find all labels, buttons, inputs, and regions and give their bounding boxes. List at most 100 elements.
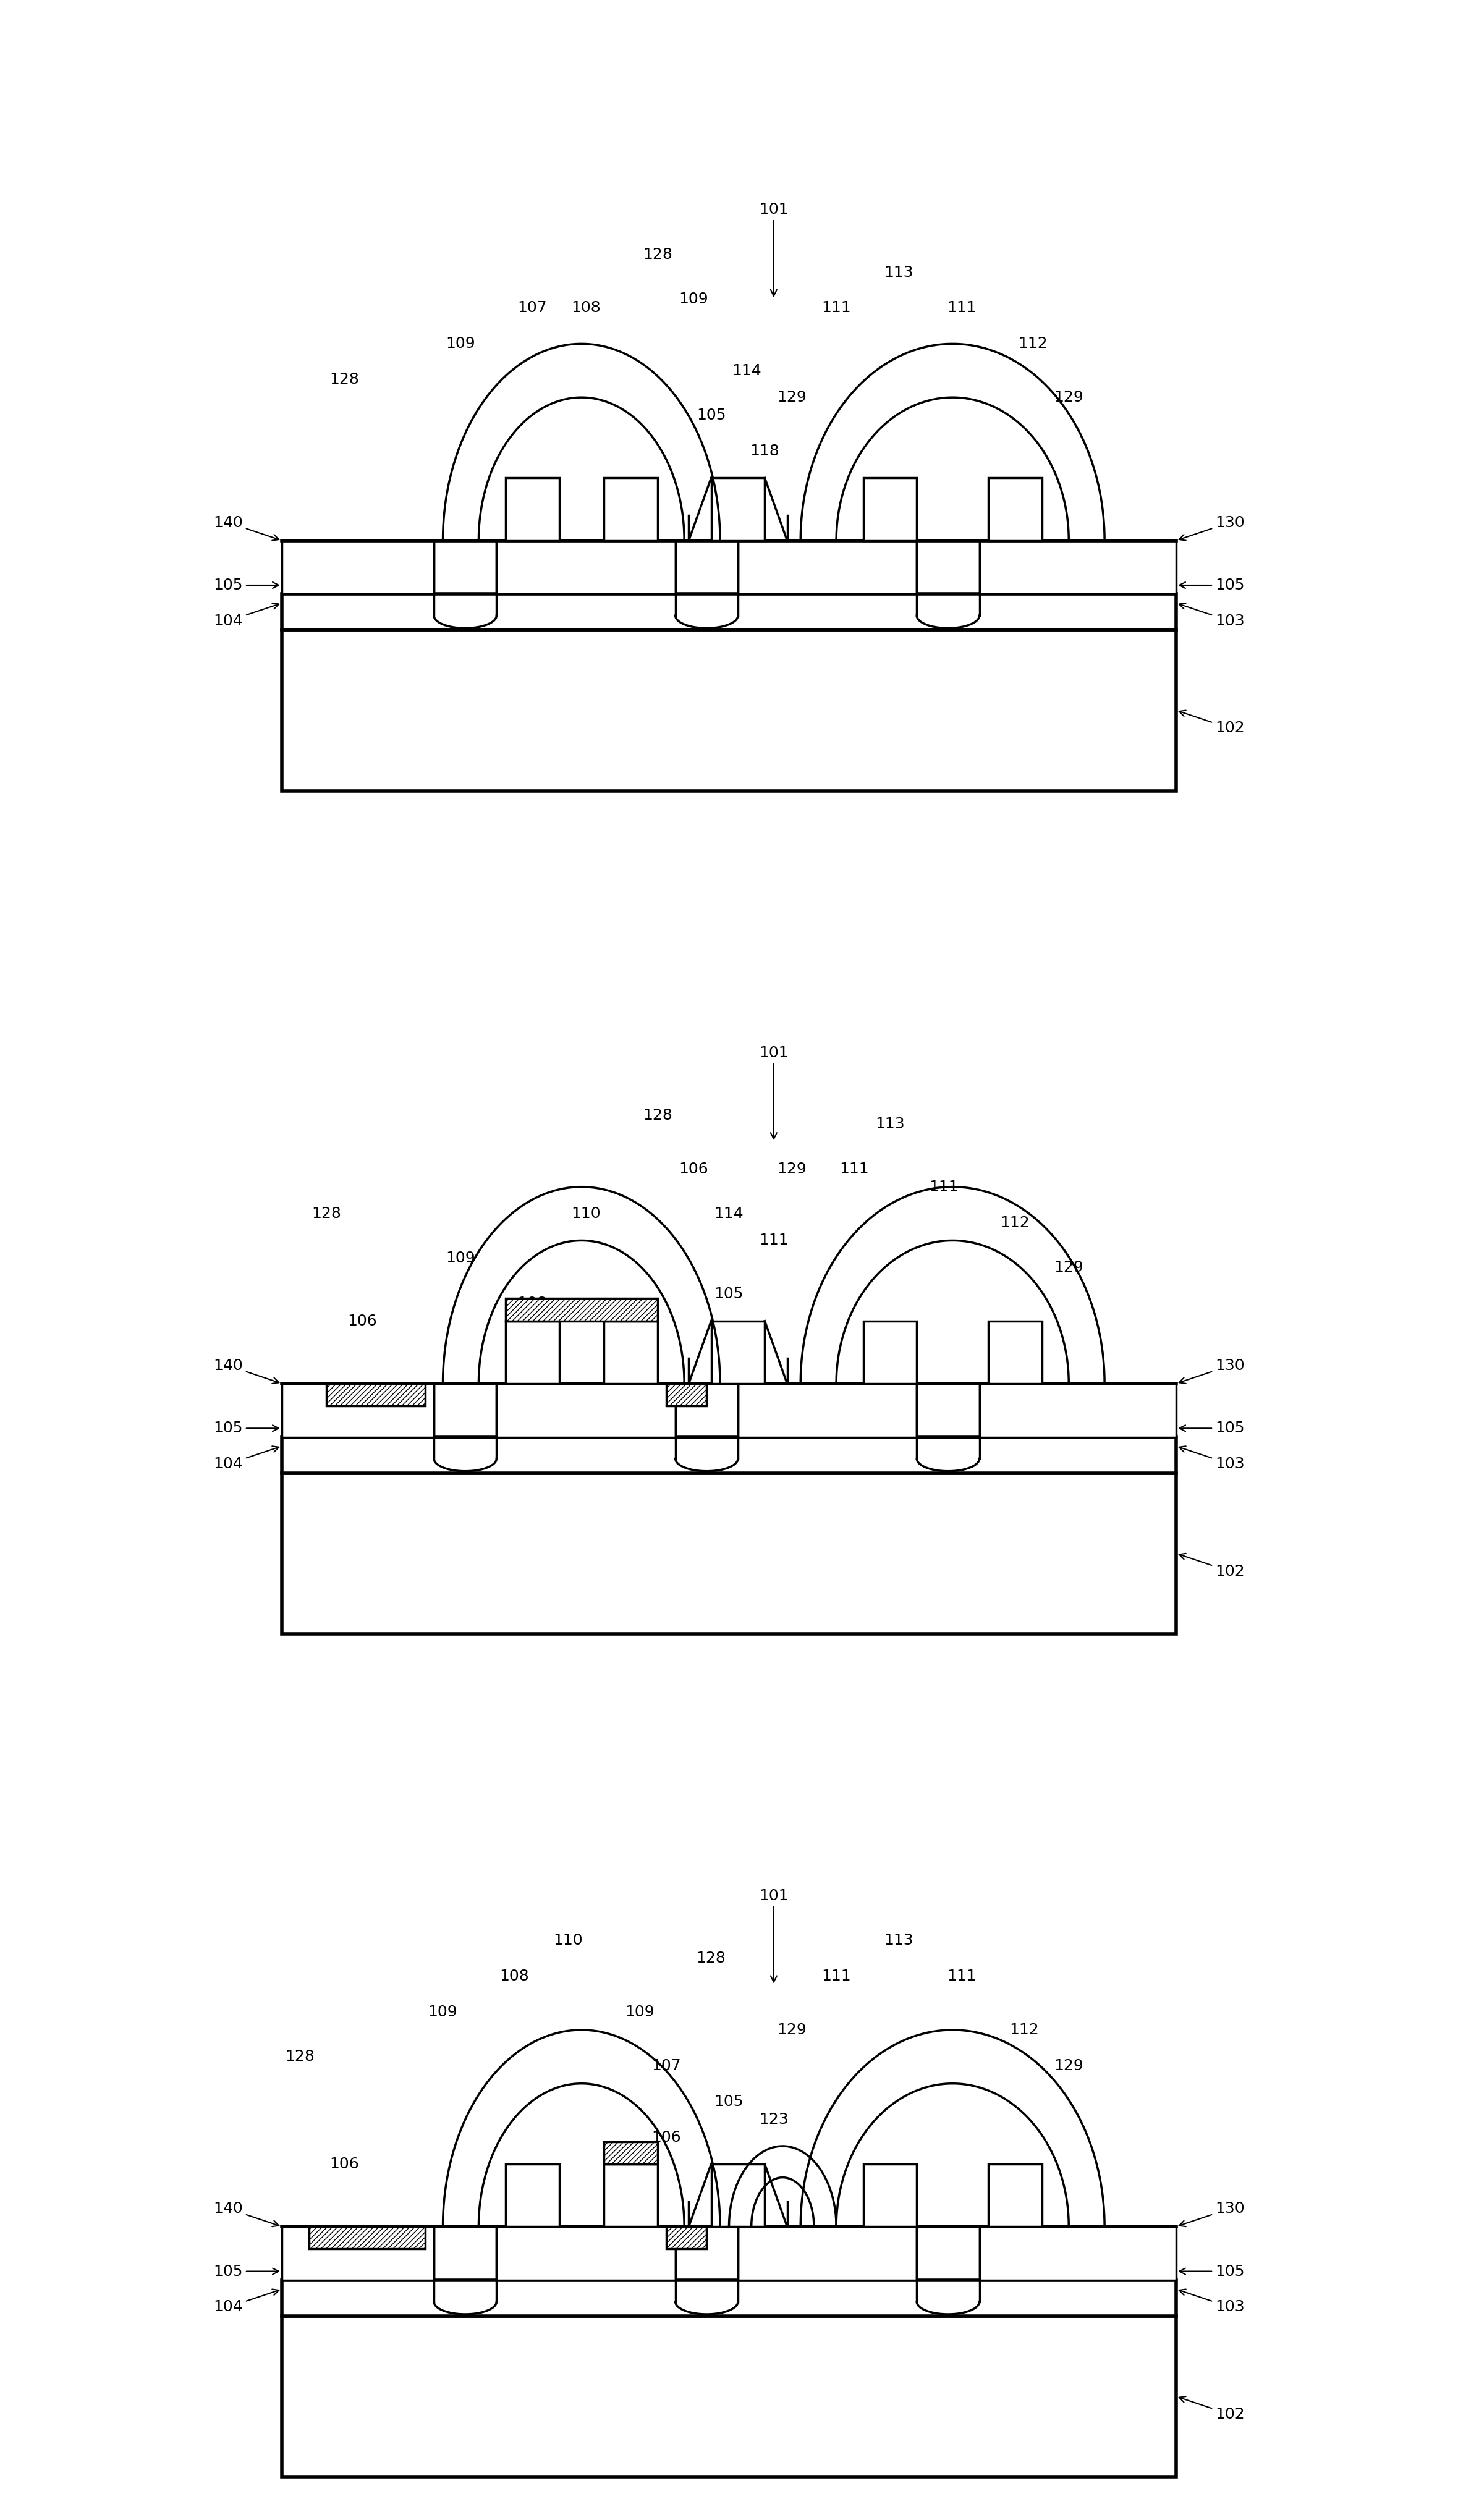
Bar [738,539,917,595]
Text: 105: 105 [1180,577,1245,592]
Bar [712,2165,765,2228]
Bar [281,1474,1177,1633]
Text: 123: 123 [760,2112,789,2127]
Text: 111: 111 [840,1162,869,1177]
Bar [863,1320,917,1383]
Text: 106: 106 [330,2157,359,2172]
Text: 102: 102 [1180,2397,1245,2422]
Text: 129: 129 [1054,391,1083,406]
Text: 109: 109 [625,2003,655,2019]
Text: 111: 111 [929,1179,958,1194]
Text: 128: 128 [312,1207,341,1222]
Bar [281,630,1177,791]
Text: 105: 105 [213,577,278,592]
Text: 111: 111 [946,1968,977,1983]
Bar [281,2281,1177,2316]
Bar [989,2165,1042,2228]
Text: 108: 108 [500,1968,529,1983]
Bar [712,1320,765,1383]
Bar [327,1383,424,1406]
Bar [980,539,1177,595]
Text: 102: 102 [1180,1552,1245,1578]
Bar [309,2228,424,2248]
Text: 105: 105 [714,1288,744,1300]
Bar [497,2228,675,2281]
Text: 140: 140 [213,1358,278,1383]
Bar [712,479,765,539]
Text: 112: 112 [1009,2024,1040,2036]
Text: 130: 130 [1180,2202,1245,2228]
Text: 111: 111 [821,300,851,315]
Text: 103: 103 [1180,602,1245,627]
Text: 109: 109 [446,335,475,350]
Bar [666,2228,707,2248]
Bar [281,1436,1177,1474]
Text: 129: 129 [777,391,806,406]
Text: 105: 105 [213,2263,278,2278]
Text: 101: 101 [760,1887,789,1983]
Text: 130: 130 [1180,1358,1245,1383]
Text: 129: 129 [777,2024,806,2036]
Text: 129: 129 [777,1162,806,1177]
Bar [497,1383,675,1436]
Text: 105: 105 [1180,2263,1245,2278]
Text: 113: 113 [875,1116,904,1131]
Text: 103: 103 [1180,2288,1245,2313]
Bar [506,1320,558,1383]
Text: 128: 128 [697,1950,726,1966]
Text: 128: 128 [643,247,672,262]
Bar [989,479,1042,539]
Bar [604,479,658,539]
Text: 101: 101 [760,1046,789,1139]
Bar [604,2142,658,2165]
Text: 128: 128 [643,1109,672,1124]
Text: 111: 111 [760,1232,789,1247]
Text: 130: 130 [1180,514,1245,539]
Text: 104: 104 [213,2288,278,2313]
Text: 107: 107 [518,300,547,315]
Text: 105: 105 [714,2094,744,2109]
Text: 105: 105 [1180,1421,1245,1436]
Bar [604,1320,658,1383]
Text: 108: 108 [572,300,601,315]
Text: 109: 109 [678,292,709,307]
Text: 110: 110 [572,1207,601,1222]
Text: 128: 128 [284,2049,315,2064]
Bar [281,595,1177,630]
Text: 129: 129 [1054,1260,1083,1275]
Text: 129: 129 [1054,2059,1083,2074]
Bar [738,2228,917,2281]
Bar [863,479,917,539]
Text: 140: 140 [213,2202,278,2228]
Text: 112: 112 [1018,335,1048,350]
Text: 140: 140 [213,514,278,539]
Text: 110: 110 [554,1933,583,1948]
Bar [281,2316,1177,2477]
Text: 113: 113 [884,1933,914,1948]
Text: 109: 109 [446,1250,475,1265]
Text: 111: 111 [946,300,977,315]
Bar [506,479,558,539]
Bar [506,1298,658,1320]
Text: 103: 103 [1180,1446,1245,1472]
Text: 111: 111 [821,1968,851,1983]
Text: 108: 108 [518,1295,547,1310]
Text: 106: 106 [347,1313,378,1328]
Text: 106: 106 [678,1162,709,1177]
Text: 114: 114 [732,363,761,378]
Bar [281,539,434,595]
Text: 102: 102 [1180,711,1245,736]
Text: 113: 113 [884,265,914,280]
Text: 106: 106 [652,2129,681,2145]
Text: 112: 112 [1000,1215,1029,1230]
Text: 104: 104 [213,602,278,627]
Bar [980,2228,1177,2281]
Text: 105: 105 [213,1421,278,1436]
Bar [506,2165,558,2228]
Bar [497,539,675,595]
Text: 107: 107 [652,2059,681,2074]
Text: 128: 128 [330,373,359,388]
Bar [281,2228,434,2281]
Text: 109: 109 [429,2003,458,2019]
Bar [863,2165,917,2228]
